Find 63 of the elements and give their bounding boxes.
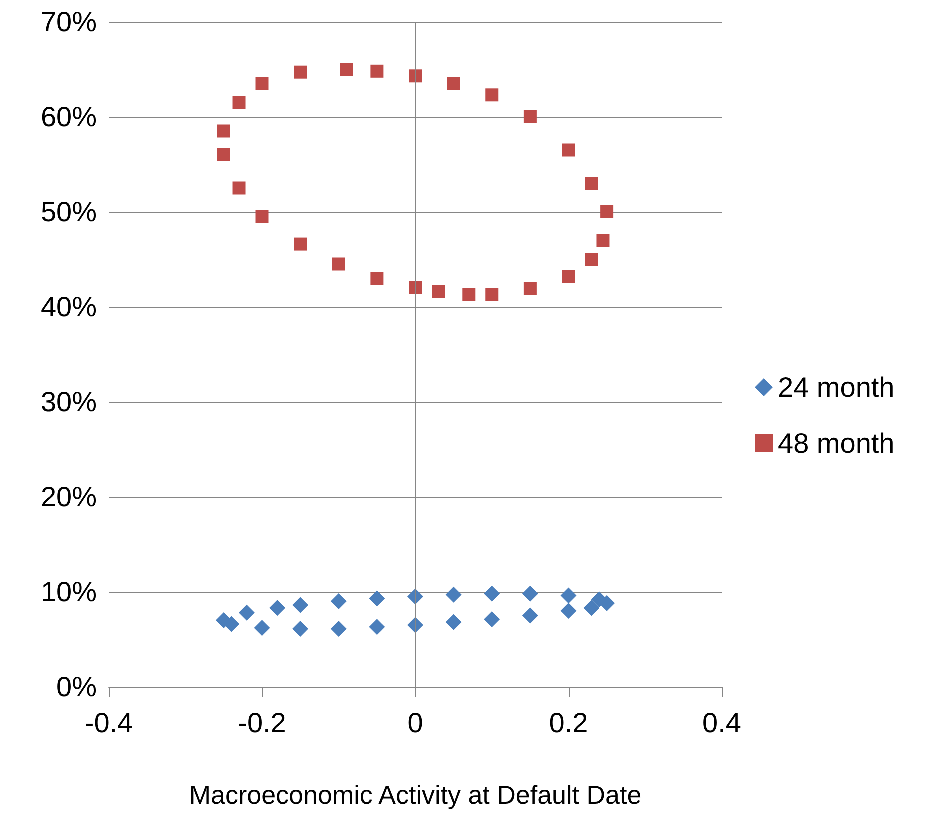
point [254, 620, 270, 636]
point [238, 604, 255, 621]
point [409, 282, 422, 294]
y-tick-label: 50% [40, 196, 97, 228]
point [462, 288, 476, 302]
point [484, 586, 500, 602]
point [524, 110, 537, 124]
point [270, 600, 286, 616]
point [217, 148, 230, 162]
point [292, 621, 309, 638]
point [256, 210, 269, 224]
y-tick-label: 40% [40, 292, 97, 322]
x-tick-label: -0.2 [238, 708, 286, 738]
point [447, 77, 460, 90]
point [560, 588, 577, 604]
point [486, 88, 499, 102]
y-tick-label: 10% [40, 576, 97, 608]
point [232, 182, 246, 195]
x-tick-label: 0 [408, 708, 424, 738]
y-tick-label: 70% [40, 6, 97, 38]
point [292, 597, 309, 614]
point [340, 63, 354, 76]
point [584, 600, 600, 616]
point [524, 282, 537, 296]
point [232, 96, 246, 110]
y-tick-label: 60% [40, 102, 97, 132]
x-tick-label: 0.2 [549, 708, 588, 738]
point [600, 206, 614, 218]
point [332, 258, 346, 271]
point [294, 66, 308, 79]
legend-label: 24 month [778, 372, 895, 403]
x-tick-label: -0.4 [84, 708, 134, 738]
y-tick-label: 20% [40, 482, 97, 512]
y-tick-label: 30% [40, 386, 97, 418]
point [585, 253, 598, 266]
x-axis-title: Macroeconomic Activity at Default Date [189, 780, 642, 810]
point [370, 64, 384, 78]
point [585, 177, 598, 190]
point [446, 614, 462, 630]
point [484, 612, 500, 628]
point [522, 586, 538, 602]
point [330, 594, 347, 610]
point [446, 586, 462, 603]
point [562, 270, 576, 284]
point [369, 619, 386, 636]
point [330, 621, 347, 638]
point [217, 124, 230, 138]
point [562, 144, 576, 157]
point [560, 603, 577, 619]
point [224, 616, 240, 632]
point [486, 288, 499, 302]
point [256, 77, 269, 90]
point [369, 590, 386, 607]
point [294, 238, 308, 251]
point [370, 272, 384, 285]
point [596, 234, 610, 247]
legend-label: 48 month [778, 428, 895, 459]
point [432, 285, 445, 298]
y-tick-label: 0% [56, 672, 97, 702]
point [599, 595, 616, 612]
x-tick-label: 0.4 [702, 708, 742, 738]
point [522, 608, 538, 624]
point [409, 70, 422, 83]
